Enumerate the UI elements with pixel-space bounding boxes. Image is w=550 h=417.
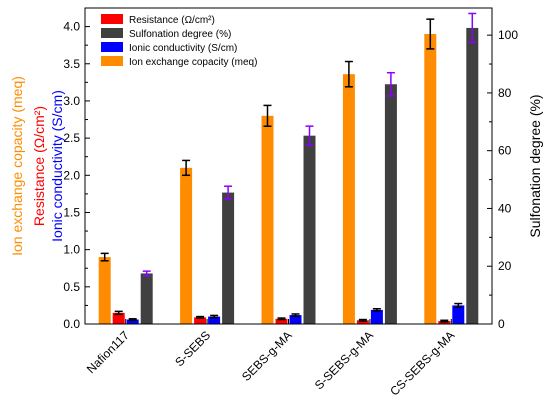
x-tick-label-4: CS-SEBS-g-MA <box>387 328 457 398</box>
left-tick-label-2: 1.0 <box>63 243 80 257</box>
bar-ion-3 <box>342 74 355 324</box>
x-tick-label-2: SEBS-g-MA <box>239 328 295 384</box>
bar-resistance-2 <box>275 318 288 324</box>
bar-sulfonation-4 <box>466 27 479 324</box>
left-tick-label-8: 4.0 <box>63 20 80 34</box>
left-tick-label-5: 2.5 <box>63 131 80 145</box>
right-tick-label-2: 40 <box>498 201 512 215</box>
bar-sulfonation-3 <box>384 84 397 324</box>
legend-swatch-3 <box>101 56 123 66</box>
right-tick-label-5: 100 <box>498 28 518 42</box>
left-axis-title-0: Ion exchange copacity (meq) <box>9 76 25 256</box>
right-tick-label-0: 0 <box>498 317 505 331</box>
left-axis-title-1: Resistance (Ω/cm²) <box>31 106 47 226</box>
right-tick-label-3: 60 <box>498 144 512 158</box>
bar-sulfonation-2 <box>303 135 316 324</box>
legend-label-2: Ionic conductivity (S/cm) <box>129 43 237 54</box>
bar-resistance-3 <box>356 320 369 324</box>
right-tick-label-4: 80 <box>498 86 512 100</box>
legend-label-3: Ion exchange copacity (meq) <box>129 57 257 68</box>
bar-resistance-1 <box>194 317 207 324</box>
bar-ion-2 <box>261 115 274 324</box>
right-axis-title: Sulfonation degree (%) <box>527 94 543 237</box>
bar-resistance-0 <box>112 312 125 324</box>
legend-label-1: Sulfonation degree (%) <box>129 29 231 40</box>
bar-ionic-0 <box>126 319 139 324</box>
bar-ionic-4 <box>452 305 465 324</box>
left-tick-label-7: 3.5 <box>63 57 80 71</box>
left-tick-label-0: 0.0 <box>63 317 80 331</box>
legend-label-0: Resistance (Ω/cm²) <box>129 15 215 26</box>
bar-ion-1 <box>180 167 193 324</box>
left-tick-label-3: 1.5 <box>63 205 80 219</box>
bar-ionic-3 <box>370 309 383 324</box>
bar-ionic-1 <box>208 316 221 324</box>
bar-ionic-2 <box>289 315 302 324</box>
legend-swatch-2 <box>101 42 123 52</box>
bar-sulfonation-0 <box>140 273 153 324</box>
x-tick-label-3: S-SEBS-g-MA <box>312 328 376 392</box>
left-tick-label-1: 0.5 <box>63 280 80 294</box>
left-axis-title-2: Ionic conductivity (S/cm) <box>49 90 65 242</box>
bar-ion-0 <box>98 257 111 324</box>
x-tick-label-1: S-SEBS <box>172 328 213 369</box>
legend-swatch-1 <box>101 28 123 38</box>
bar-sulfonation-1 <box>222 192 235 324</box>
bar-ion-4 <box>424 34 437 324</box>
x-tick-label-0: Nafion117 <box>84 328 132 376</box>
legend-swatch-0 <box>101 14 123 24</box>
left-tick-label-6: 3.0 <box>63 94 80 108</box>
left-tick-label-4: 2.0 <box>63 168 80 182</box>
right-tick-label-1: 20 <box>498 259 512 273</box>
